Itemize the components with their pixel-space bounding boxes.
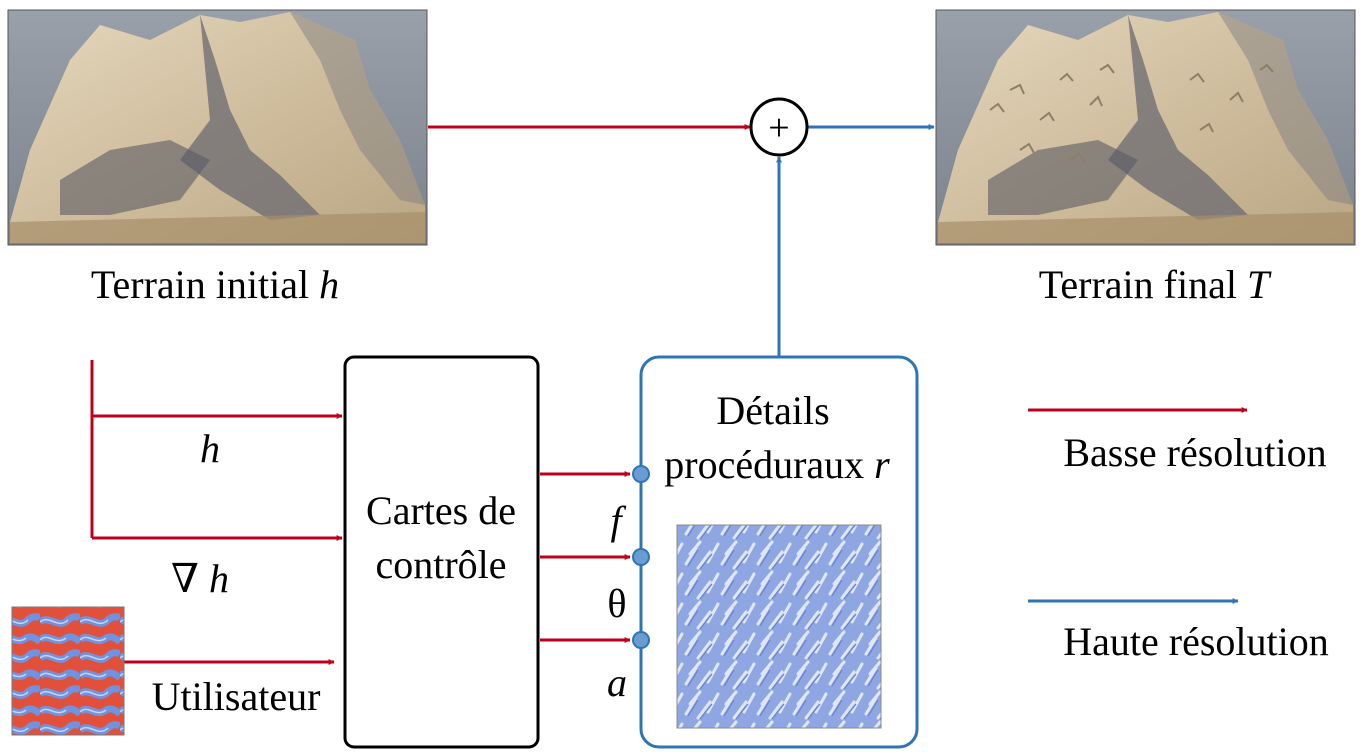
control-maps-label-line2: contrôle <box>375 542 506 587</box>
initial-terrain-label: Terrain initial h <box>91 262 339 307</box>
procedural-details-box: Détails procéduraux r <box>639 355 919 749</box>
procedural-detail-map-image <box>676 524 882 729</box>
param-theta-label: θ <box>607 581 626 626</box>
port-f <box>632 465 650 483</box>
sum-node: + <box>749 97 809 157</box>
control-maps-label-line1: Cartes de <box>366 488 516 533</box>
user-input-label: Utilisateur <box>152 674 321 719</box>
legend-low-res-label: Basse résolution <box>1063 430 1326 475</box>
gradient-input-label: ∇ h <box>171 556 229 601</box>
port-a <box>632 631 650 649</box>
user-map-image <box>11 606 125 736</box>
param-f-label: f <box>610 498 626 543</box>
initial-terrain-image <box>7 9 428 246</box>
param-a-label: a <box>607 660 627 705</box>
legend-high-res-label: Haute résolution <box>1063 619 1329 664</box>
h-input-label: h <box>200 426 220 471</box>
final-terrain-label: Terrain final T <box>1039 262 1272 307</box>
details-label-line2: procéduraux r <box>664 442 890 487</box>
port-theta <box>632 548 650 566</box>
control-maps-box: Cartes de contrôle <box>343 355 540 749</box>
final-terrain-image <box>935 9 1356 246</box>
details-label-line1: Détails <box>716 388 829 433</box>
plus-symbol: + <box>768 107 789 149</box>
legend: Basse résolution Haute résolution <box>1028 407 1329 664</box>
